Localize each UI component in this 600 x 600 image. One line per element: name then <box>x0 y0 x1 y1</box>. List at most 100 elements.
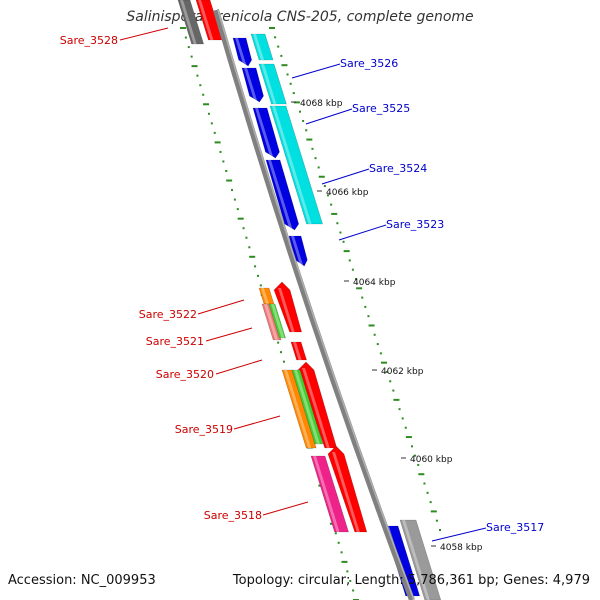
gc-dot-left <box>187 46 190 49</box>
feature-sheen <box>180 0 197 44</box>
gene-red-3[interactable] <box>297 361 338 449</box>
gene-label-sare-3522[interactable]: Sare_3522 <box>139 308 197 321</box>
leader-line <box>119 27 169 41</box>
gc-dot-left <box>236 208 239 211</box>
gene-sare-3524[interactable] <box>265 159 300 231</box>
gc-dot-left <box>231 189 234 192</box>
gc-dot-left <box>346 570 349 573</box>
gene-gray-2[interactable] <box>399 519 442 600</box>
gc-dot-left <box>233 198 236 201</box>
gene-dark-blue-2[interactable] <box>241 67 264 103</box>
gc-dot-right <box>361 296 364 299</box>
gc-dot-right <box>305 129 308 132</box>
gene-label-sare-3519[interactable]: Sare_3519 <box>175 423 233 436</box>
gc-dot-right <box>392 389 395 392</box>
feature-sheen <box>294 370 320 444</box>
gc-dot-left <box>254 265 257 268</box>
leader-line <box>205 327 253 342</box>
gc-dot-right <box>336 222 339 225</box>
gene-sare-3528-gray[interactable] <box>177 0 205 45</box>
gene-cyan-1[interactable] <box>250 33 274 61</box>
gene-sare-3521[interactable] <box>261 303 282 341</box>
gc-dot-left <box>219 150 222 153</box>
gene-label-sare-3525[interactable]: Sare_3525 <box>352 102 410 115</box>
feature-sheen <box>313 456 340 532</box>
gc-dot-right <box>429 501 432 504</box>
backbone-highlight <box>217 9 415 600</box>
feature-sheen <box>264 304 279 340</box>
gc-dot-left <box>282 360 285 363</box>
gc-dot-right <box>439 529 441 531</box>
gc-dot-right <box>317 166 320 169</box>
gc-dot-left <box>256 274 259 277</box>
leader-line <box>291 63 341 79</box>
gc-dot-right <box>323 185 326 188</box>
gc-dot-right <box>339 231 342 234</box>
gene-label-sare-3524[interactable]: Sare_3524 <box>369 162 427 175</box>
scale-tick-label: 4068 kbp <box>300 99 343 109</box>
gc-dot-right <box>414 454 417 457</box>
gc-dot-right <box>411 445 413 448</box>
gc-dot-right <box>342 240 345 243</box>
gc-dot-right <box>405 436 412 439</box>
gc-dot-right <box>376 343 379 346</box>
gc-dot-left <box>196 74 199 77</box>
gc-dot-left <box>184 36 187 39</box>
gene-dark-blue-1[interactable] <box>232 37 253 67</box>
gc-dot-left <box>202 93 205 96</box>
gc-dot-left <box>237 217 244 220</box>
gene-label-sare-3526[interactable]: Sare_3526 <box>340 57 398 70</box>
gc-dot-right <box>318 175 325 178</box>
gene-label-sare-3528[interactable]: Sare_3528 <box>60 34 118 47</box>
gc-dot-left <box>248 246 251 249</box>
gc-dot-right <box>330 203 333 206</box>
gc-dot-left <box>334 532 337 535</box>
gene-sare-3518[interactable] <box>310 455 349 533</box>
gc-dot-right <box>401 417 404 420</box>
accession-text: Accession: NC_009953 <box>8 573 156 588</box>
gene-red-2[interactable] <box>290 341 307 361</box>
gc-dot-right <box>314 157 317 160</box>
genome-summary-text: Topology: circular; Length: 5,786,361 bp… <box>232 573 590 588</box>
gene-sare-3519[interactable] <box>281 369 317 449</box>
gene-red-4[interactable] <box>327 445 368 533</box>
gc-dot-left <box>277 341 280 344</box>
gc-dot-left <box>222 160 225 163</box>
gene-dark-blue-3[interactable] <box>252 107 280 159</box>
gene-label-sare-3523[interactable]: Sare_3523 <box>386 218 444 231</box>
gene-label-sare-3517[interactable]: Sare_3517 <box>486 521 544 534</box>
feature-sheen <box>261 288 269 304</box>
gene-sare-3520[interactable] <box>291 369 324 445</box>
gc-dot-right <box>348 259 351 262</box>
gene-sare-3525[interactable] <box>269 105 323 225</box>
gc-dot-left <box>190 55 193 58</box>
gc-dot-right <box>417 463 420 466</box>
gc-dot-left <box>225 170 228 172</box>
gene-label-sare-3520[interactable]: Sare_3520 <box>156 368 214 381</box>
feature-sheen <box>293 342 302 360</box>
gene-green-1[interactable] <box>268 303 286 339</box>
gene-sare-3526[interactable] <box>258 63 287 105</box>
gc-dot-right <box>364 305 367 308</box>
leader-line <box>215 359 263 375</box>
gc-dot-left <box>242 227 245 230</box>
gc-dot-right <box>404 426 407 429</box>
gc-dot-right <box>269 27 275 29</box>
gc-dot-right <box>280 54 283 57</box>
scale-tick-label: 4058 kbp <box>440 543 483 553</box>
gc-dot-right <box>306 138 313 141</box>
feature-sheen <box>291 236 304 266</box>
gc-dot-right <box>355 278 357 280</box>
gene-red-1[interactable] <box>273 281 303 333</box>
gc-dot-right <box>331 212 338 215</box>
gc-dot-left <box>191 65 198 68</box>
feature-sheen <box>253 34 265 60</box>
gene-label-sare-3521[interactable]: Sare_3521 <box>146 335 204 348</box>
feature-sheen <box>261 64 277 104</box>
gc-dot-right <box>386 370 389 373</box>
scale-tick-label: 4064 kbp <box>353 278 396 288</box>
feature-sheen <box>278 288 295 332</box>
gc-dot-right <box>418 473 425 476</box>
gene-label-sare-3518[interactable]: Sare_3518 <box>204 509 262 522</box>
leader-line <box>305 108 353 125</box>
